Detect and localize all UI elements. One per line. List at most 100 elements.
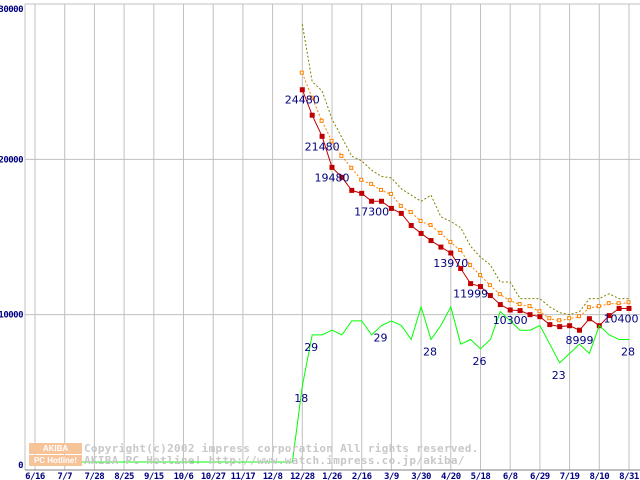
logo-top: AKIBA	[29, 443, 82, 454]
data-point-average-price	[388, 191, 393, 196]
x-tick-label: 6/8	[503, 472, 518, 480]
x-tick-label: 3/30	[411, 472, 431, 480]
data-point-average-price	[448, 239, 453, 244]
x-tick-label: 8/10	[589, 472, 609, 480]
data-point-min-price	[408, 223, 414, 229]
data-point-min-price	[507, 307, 513, 313]
price-data-label: 21480	[305, 140, 340, 153]
price-data-label: 11999	[453, 288, 488, 301]
data-point-min-price	[468, 281, 474, 287]
copyright-text: Copyright(c)2002 impress corporation All…	[84, 442, 479, 455]
x-tick-label: 8/25	[114, 472, 134, 480]
x-tick-label: 4/20	[441, 472, 461, 480]
series-line-average-price	[301, 72, 630, 322]
data-point-min-price	[547, 322, 553, 328]
price-data-label: 10400	[604, 312, 639, 325]
x-tick-label: 7/19	[560, 472, 580, 480]
x-tick-label: 12/28	[290, 472, 315, 480]
data-point-average-price	[319, 118, 324, 123]
data-point-average-price	[547, 316, 552, 321]
data-point-average-price	[557, 318, 562, 323]
x-tick-label: 5/18	[471, 472, 491, 480]
series-line-max-price	[301, 24, 629, 316]
y-tick-label: 0	[18, 461, 23, 471]
data-point-average-price	[596, 304, 601, 309]
data-point-average-price	[418, 218, 423, 223]
data-point-min-price	[379, 198, 384, 204]
shop-count-label: 29	[304, 341, 318, 354]
data-point-min-price	[606, 313, 612, 319]
data-point-average-price	[299, 70, 304, 75]
data-point-min-price	[497, 302, 503, 308]
data-point-average-price	[468, 263, 473, 268]
site-url-text: AKIBA PC Hotline! http://www.watch.impre…	[84, 454, 465, 467]
data-point-min-price	[438, 244, 444, 250]
data-point-min-price	[626, 305, 632, 311]
logo-bottom: PC Hotline!	[29, 455, 82, 466]
data-point-average-price	[379, 187, 383, 192]
price-data-label: 10300	[493, 314, 528, 327]
data-point-average-price	[567, 316, 572, 321]
x-tick-label: 10/6	[174, 472, 194, 480]
data-point-min-price	[398, 210, 404, 216]
x-tick-label: 7/28	[85, 472, 105, 480]
data-point-min-price	[359, 190, 365, 196]
data-point-min-price	[299, 87, 305, 93]
data-point-average-price	[577, 314, 581, 319]
price-data-label: 13970	[433, 257, 468, 270]
data-point-min-price	[527, 312, 533, 318]
price-data-label: 8999	[566, 334, 594, 347]
data-point-average-price	[458, 248, 463, 253]
data-point-average-price	[487, 283, 492, 288]
data-point-min-price	[349, 187, 355, 193]
x-tick-label: 6/29	[530, 472, 550, 480]
price-data-label: 19480	[315, 171, 350, 184]
data-point-average-price	[438, 230, 443, 235]
data-point-min-price	[329, 164, 335, 170]
series-line-min-price	[301, 89, 629, 331]
data-point-min-price	[458, 266, 464, 272]
data-point-average-price	[359, 177, 364, 182]
data-point-average-price	[339, 153, 344, 158]
data-point-average-price	[329, 138, 334, 143]
x-tick-label: 3/9	[384, 472, 399, 480]
data-point-min-price	[478, 284, 483, 290]
x-tick-label: 6/16	[25, 472, 45, 480]
y-tick-label: 10000	[0, 311, 23, 321]
data-point-min-price	[567, 323, 573, 329]
data-point-average-price	[309, 95, 314, 100]
x-tick-label: 8/31	[619, 472, 639, 480]
x-tick-label: 12/8	[263, 472, 283, 480]
shop-count-label: 29	[374, 332, 388, 345]
data-point-min-price	[428, 238, 434, 244]
data-point-average-price	[616, 301, 621, 306]
data-point-min-price	[557, 324, 563, 330]
data-point-min-price	[616, 305, 622, 311]
y-tick-label: 20000	[0, 155, 23, 165]
x-tick-label: 9/15	[144, 472, 164, 480]
data-point-average-price	[626, 300, 631, 305]
data-point-min-price	[388, 205, 394, 211]
data-point-average-price	[478, 273, 482, 278]
data-point-average-price	[408, 209, 413, 214]
data-point-average-price	[606, 301, 611, 306]
data-point-average-price	[507, 298, 512, 303]
akiba-logo: AKIBA PC Hotline!	[29, 443, 82, 467]
data-point-min-price	[577, 327, 582, 333]
price-data-label: 24480	[285, 94, 320, 107]
data-point-min-price	[517, 308, 523, 314]
x-tick-label: 11/17	[231, 472, 256, 480]
data-point-average-price	[586, 305, 591, 310]
data-point-average-price	[517, 302, 522, 307]
data-point-min-price	[319, 133, 325, 139]
shop-count-label: 28	[423, 346, 437, 359]
data-point-min-price	[448, 250, 454, 256]
price-data-label: 17300	[354, 205, 389, 218]
x-tick-label: 2/16	[352, 472, 372, 480]
data-point-min-price	[369, 198, 375, 204]
series-line-shop-count	[35, 305, 629, 463]
x-tick-label: 10/27	[201, 472, 226, 480]
shop-count-label: 18	[294, 392, 308, 405]
shop-count-label: 26	[473, 355, 487, 368]
